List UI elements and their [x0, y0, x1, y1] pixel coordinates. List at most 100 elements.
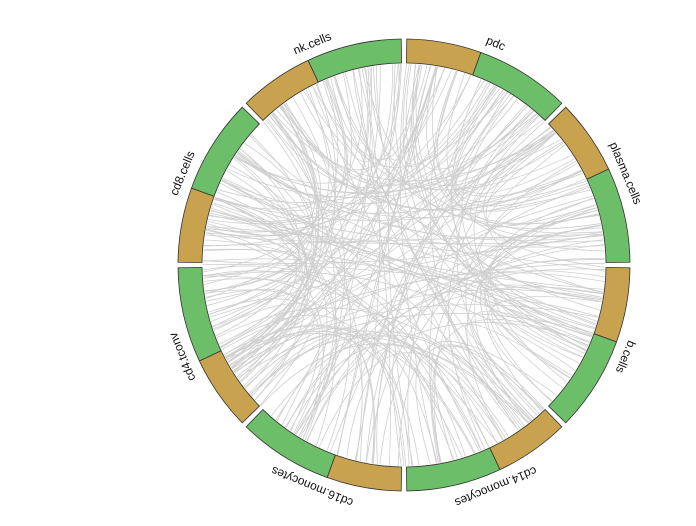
chord: [372, 94, 511, 464]
chord: [430, 215, 599, 464]
chord: [206, 228, 324, 439]
chord: [478, 170, 595, 330]
chord: [450, 86, 603, 301]
chords: [202, 63, 606, 467]
chord: [415, 64, 586, 352]
chord: [269, 115, 578, 210]
chord: [207, 220, 312, 373]
chord: [369, 66, 599, 225]
chord: [298, 210, 598, 437]
chord: [249, 135, 602, 239]
chord: [298, 66, 437, 437]
chord: [306, 244, 604, 442]
chord: [365, 115, 539, 463]
chord: [434, 345, 544, 461]
chord: [204, 239, 301, 315]
chord: [283, 103, 582, 211]
chord: [275, 89, 504, 421]
sector-part: [177, 187, 215, 263]
chord: [250, 334, 498, 444]
chord: [280, 106, 597, 325]
chord: [235, 154, 586, 219]
chord: [203, 271, 576, 371]
ring: pdcplasma.cellsb.cellscd14.monocytescd16…: [166, 29, 645, 510]
sector-part: [472, 51, 563, 121]
chord: [210, 75, 471, 322]
chord: [373, 66, 445, 161]
chord: [426, 66, 603, 234]
chord: [407, 126, 551, 466]
chord: [209, 234, 603, 318]
chord: [227, 103, 320, 363]
chord: [205, 288, 295, 372]
chord: [230, 142, 317, 368]
chord: [292, 97, 346, 435]
sector-part: [548, 333, 618, 424]
sector-part: [586, 168, 631, 263]
chord: [376, 104, 526, 465]
chord: [237, 151, 603, 298]
chord: [220, 105, 316, 212]
chord: [354, 68, 381, 461]
chord: [312, 64, 420, 160]
chord: [211, 207, 510, 437]
chord: [243, 327, 438, 464]
chord: [464, 324, 573, 419]
sector-part: [593, 267, 631, 343]
chord: [487, 296, 602, 402]
chord: [202, 263, 602, 302]
chord: [392, 350, 455, 467]
chord: [206, 64, 400, 237]
chord: [487, 207, 597, 379]
chord: [203, 258, 596, 326]
chord: [217, 82, 489, 203]
chord: [403, 64, 485, 168]
chord: [225, 330, 475, 454]
chord: [352, 70, 391, 466]
chord: [399, 63, 437, 464]
chord: [485, 284, 603, 346]
sector-part: [326, 454, 402, 492]
chord: [205, 232, 498, 444]
chord: [329, 92, 508, 453]
chord: [285, 270, 605, 428]
chord: [486, 144, 594, 228]
chord: [203, 249, 307, 348]
chord: [429, 71, 519, 431]
sector-part: [245, 409, 336, 479]
chord: [415, 341, 558, 465]
chord: [466, 224, 602, 440]
chord: [234, 156, 308, 389]
chord: [203, 248, 588, 348]
chord: [215, 148, 300, 337]
chord: [225, 134, 315, 359]
chord: [318, 352, 506, 448]
sector-part: [245, 59, 319, 121]
sector-part: [406, 447, 501, 492]
sector-part: [177, 267, 222, 362]
chord: [221, 262, 605, 350]
chord: [204, 121, 314, 292]
sector-label: b.cells: [613, 338, 639, 375]
chord: [312, 85, 480, 452]
chord: [209, 80, 347, 222]
chord: [203, 113, 316, 273]
chord: [202, 265, 466, 457]
chord: [206, 84, 495, 233]
chord: [204, 132, 556, 294]
chord: [303, 69, 373, 163]
sector-part: [489, 409, 563, 471]
sector-part: [307, 38, 402, 83]
chord: [412, 64, 585, 354]
chord: [289, 344, 504, 440]
chord: [238, 150, 603, 241]
chord: [483, 129, 606, 268]
chord: [344, 72, 525, 427]
chord: [213, 68, 363, 210]
chord: [214, 196, 605, 248]
chord: [300, 92, 604, 293]
chord: [244, 334, 363, 461]
chord: [210, 210, 593, 336]
